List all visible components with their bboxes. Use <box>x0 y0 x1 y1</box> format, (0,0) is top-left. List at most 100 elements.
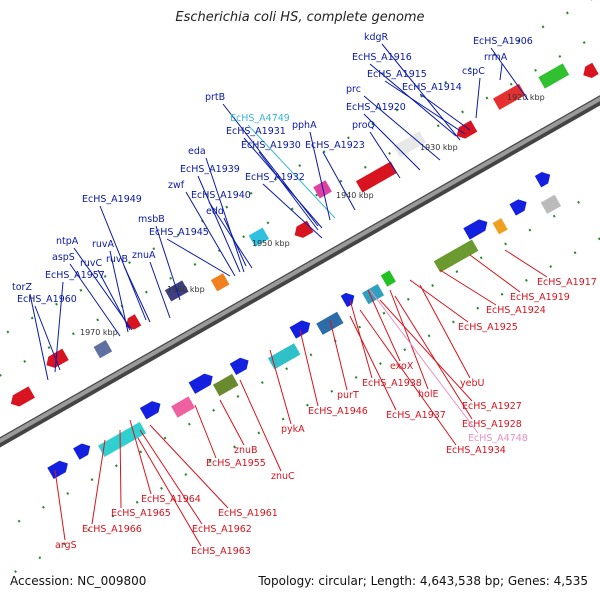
forward-leader-line <box>109 250 129 333</box>
map-title: Escherichia coli HS, complete genome <box>175 10 425 25</box>
reverse-gene-arrow <box>125 314 142 330</box>
forward-gene-label: pphA <box>292 120 317 131</box>
forward-gene-label: zwf <box>168 180 185 191</box>
forward-gene-arrow <box>509 199 527 216</box>
forward-leader-line <box>499 63 503 81</box>
forward-leader-line <box>419 93 471 131</box>
forward-leader-line <box>223 217 247 267</box>
reverse-leader-line <box>194 404 217 459</box>
reverse-gene-label: holE <box>418 389 438 400</box>
reverse-leader-line <box>504 249 548 278</box>
reverse-gene-label: EcHS_A1966 <box>82 524 142 535</box>
forward-leader-line <box>363 95 441 161</box>
reverse-leader-line <box>149 424 229 509</box>
forward-gene-label: cspC <box>462 66 485 77</box>
reverse-gene-label: EcHS_A1962 <box>192 524 252 535</box>
forward-gene-label: EcHS_A1930 <box>241 140 301 151</box>
reverse-gene-arrow <box>46 348 69 368</box>
forward-leader-line <box>322 151 356 211</box>
forward-gene-label: EcHS_A1957 <box>45 270 105 281</box>
reverse-gene-block <box>492 83 526 110</box>
forward-gene-label: EcHS_A4749 <box>230 113 290 124</box>
forward-leader-line <box>384 80 466 135</box>
forward-gene-label: EcHS_A1940 <box>191 190 251 201</box>
forward-leader-line <box>69 263 121 337</box>
forward-leader-line <box>490 47 529 101</box>
forward-gene-arrow <box>340 292 355 308</box>
reverse-gene-label: purT <box>337 390 359 401</box>
forward-gene-label: znuA <box>132 250 156 261</box>
forward-leader-line <box>369 131 401 179</box>
forward-leader-line <box>29 293 49 381</box>
reverse-gene-label: yebU <box>460 378 484 389</box>
reverse-leader-line <box>129 419 152 495</box>
reverse-gene-label: EcHS_A1928 <box>462 419 522 430</box>
reverse-leader-line <box>394 295 473 420</box>
forward-gene-arrow <box>73 443 91 460</box>
forward-gene-block <box>98 421 147 457</box>
reverse-gene-label: EcHS_A1917 <box>537 277 597 288</box>
axis-tick-label: 1940 kbp <box>336 191 374 200</box>
reverse-gene-label: EcHS_A1964 <box>141 494 201 505</box>
forward-leader-line <box>54 281 64 373</box>
reverse-leader-line <box>329 319 348 391</box>
forward-gene-label: EcHS_A1949 <box>82 194 142 205</box>
forward-gene-label: proQ <box>352 120 375 131</box>
forward-gene-label: aspS <box>52 252 75 263</box>
reverse-leader-line <box>91 439 106 525</box>
reverse-leader-line <box>409 279 469 323</box>
reverse-leader-line <box>139 429 203 525</box>
forward-leader-line <box>123 265 151 323</box>
forward-gene-block <box>380 270 396 287</box>
forward-leader-line <box>363 113 421 171</box>
reverse-gene-block <box>355 161 398 193</box>
reverse-gene-block <box>93 340 113 359</box>
reverse-gene-label: znuB <box>234 445 258 456</box>
reverse-gene-block <box>248 227 270 247</box>
forward-gene-label: ruvC <box>80 258 103 269</box>
forward-leader-line <box>475 77 481 119</box>
reverse-gene-label: EcHS_A1961 <box>218 508 278 519</box>
forward-gene-label: EcHS_A1923 <box>305 140 365 151</box>
forward-leader-line <box>97 269 131 331</box>
forward-leader-line <box>34 305 61 371</box>
forward-leader-line <box>262 183 323 239</box>
reverse-leader-line <box>219 399 245 446</box>
reverse-gene-label: pykA <box>281 424 305 435</box>
forward-gene-label: torZ <box>12 282 32 293</box>
forward-leader-line <box>258 151 319 231</box>
forward-leader-line <box>166 238 231 277</box>
forward-gene-block <box>433 239 479 273</box>
forward-gene-label: msbB <box>138 214 165 225</box>
reverse-leader-line <box>137 437 202 547</box>
reverse-gene-label: EcHS_A1963 <box>191 546 251 557</box>
reverse-leader-line <box>369 289 479 434</box>
forward-gene-block <box>267 343 301 370</box>
forward-gene-label: EcHS_A1960 <box>17 294 77 305</box>
reverse-gene-label: EcHS_A1925 <box>458 322 518 333</box>
forward-gene-arrow <box>229 357 249 376</box>
forward-gene-label: EcHS_A1939 <box>180 164 240 175</box>
forward-gene-label: EcHS_A1945 <box>149 227 209 238</box>
reverse-leader-line <box>54 469 66 541</box>
reverse-leader-line <box>367 289 401 362</box>
reverse-gene-label: argS <box>55 540 77 551</box>
reverse-gene-label: EcHS_A1937 <box>386 410 446 421</box>
forward-gene-label: EcHS_A1931 <box>226 126 286 137</box>
reverse-leader-line <box>419 284 471 379</box>
forward-gene-arrow <box>534 172 551 188</box>
reverse-gene-label: EcHS_A4748 <box>468 433 528 444</box>
forward-gene-label: edd <box>206 206 224 217</box>
axis-tick-label: 1950 kbp <box>252 239 290 248</box>
forward-gene-label: EcHS_A1906 <box>473 36 533 47</box>
reverse-gene-arrow <box>10 386 35 407</box>
forward-gene-block <box>212 373 239 397</box>
reverse-gene-label: EcHS_A1946 <box>308 406 368 417</box>
track-guide <box>0 32 600 377</box>
forward-gene-label: EcHS_A1932 <box>245 172 305 183</box>
forward-gene-label: ruvB <box>106 254 128 265</box>
forward-gene-block <box>171 396 195 418</box>
forward-leader-line <box>149 261 171 319</box>
forward-gene-label: EcHS_A1914 <box>402 82 462 93</box>
reverse-gene-label: EcHS_A1919 <box>510 292 570 303</box>
